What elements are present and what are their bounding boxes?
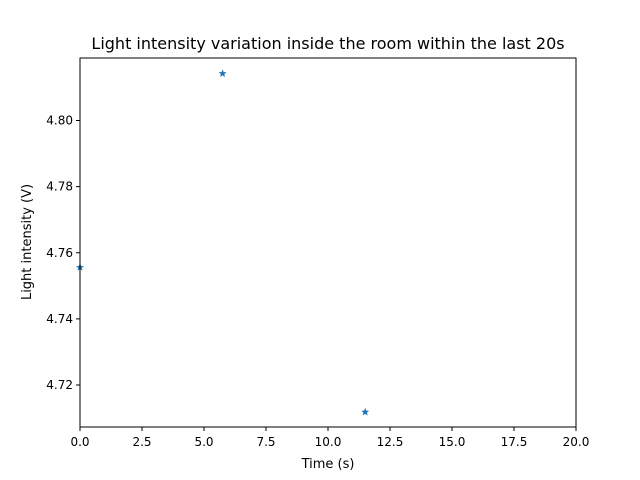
chart-title: Light intensity variation inside the roo… xyxy=(91,34,564,53)
y-tick-label: 4.78 xyxy=(46,180,73,194)
x-tick-label: 0.0 xyxy=(70,435,89,449)
x-tick-label: 10.0 xyxy=(315,435,342,449)
data-point xyxy=(218,69,227,77)
x-tick-label: 5.0 xyxy=(194,435,213,449)
data-point xyxy=(361,407,370,416)
y-axis-label: Light intensity (V) xyxy=(20,184,35,300)
x-tick-label: 12.5 xyxy=(377,435,404,449)
x-tick-label: 17.5 xyxy=(501,435,528,449)
x-tick-label: 15.0 xyxy=(439,435,466,449)
y-tick-label: 4.80 xyxy=(46,113,73,127)
axes-frame xyxy=(79,57,577,428)
x-tick-label: 20.0 xyxy=(563,435,590,449)
x-axis-label: Time (s) xyxy=(301,457,355,472)
y-axis-ticks: 4.72 4.74 4.76 4.78 4.80 xyxy=(46,113,80,392)
x-axis-ticks: 0.0 2.5 5.0 7.5 10.0 12.5 15.0 17.5 20.0 xyxy=(70,427,589,449)
y-tick-label: 4.74 xyxy=(46,312,73,326)
x-tick-label: 7.5 xyxy=(256,435,275,449)
y-tick-label: 4.72 xyxy=(46,378,73,392)
x-tick-label: 2.5 xyxy=(132,435,151,449)
y-tick-label: 4.76 xyxy=(46,246,73,260)
